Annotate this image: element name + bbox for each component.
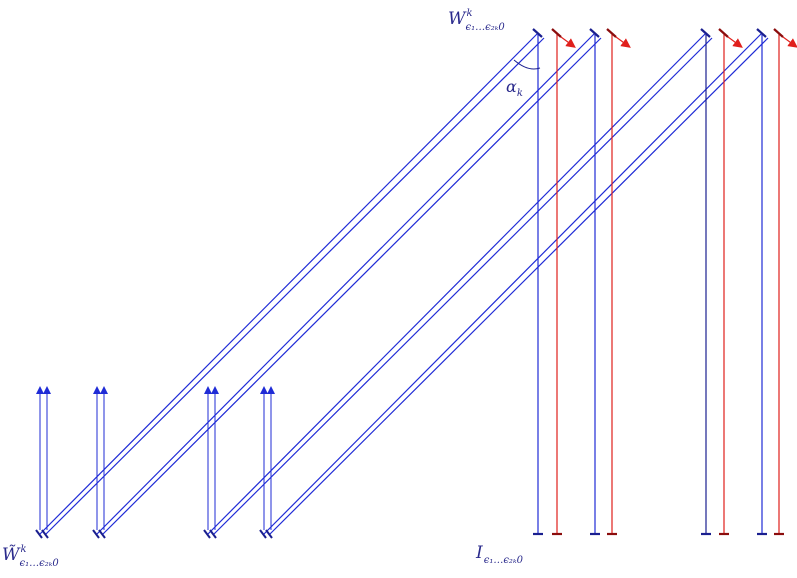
w-top-label: Wk ϵ₁…ϵ₂ₖ0	[448, 8, 505, 33]
reflection-arrow	[560, 36, 576, 48]
w-tilde-bottom-label: W̃k ϵ₁…ϵ₂ₖ0	[2, 544, 59, 569]
bottom-mirror	[41, 529, 49, 539]
vertical-lines	[533, 33, 784, 536]
bottom-mirror	[259, 529, 267, 539]
top-mirrors	[532, 28, 797, 48]
reflection-arrow	[615, 36, 631, 48]
bottom-mirror	[35, 529, 43, 539]
bottom-mirror	[265, 529, 273, 539]
diagonal-beam-b	[269, 37, 769, 535]
top-mirror	[700, 28, 711, 38]
bottom-mirror	[203, 529, 211, 539]
top-mirror	[756, 28, 767, 38]
reflection-arrow	[782, 36, 797, 48]
bottom-mirrors	[35, 529, 273, 539]
bottom-mirror	[209, 529, 217, 539]
angle-label: αk	[506, 77, 523, 99]
top-mirror	[532, 28, 543, 38]
diagonal-beam-a	[263, 32, 763, 535]
diagonal-beams	[39, 32, 769, 535]
angle-arc	[513, 59, 541, 70]
top-mirror	[773, 28, 784, 38]
bottom-mirror	[98, 529, 106, 539]
reflection-arrow	[727, 36, 743, 48]
output-arrows	[36, 386, 275, 530]
diagonal-beam-a	[96, 32, 596, 535]
diagonal-beam-b	[102, 37, 602, 535]
top-mirror	[551, 28, 562, 38]
bottom-mirror	[92, 529, 100, 539]
i-bottom-label: Iϵ₁…ϵ₂ₖ0	[475, 543, 524, 566]
diagonal-beam-a	[207, 32, 707, 535]
top-mirror	[718, 28, 729, 38]
diagonal-beam-b	[213, 37, 713, 535]
top-mirror	[606, 28, 617, 38]
diagonal-beam-a	[39, 32, 539, 535]
diagonal-beam-b	[45, 37, 545, 535]
top-mirror	[589, 28, 600, 38]
